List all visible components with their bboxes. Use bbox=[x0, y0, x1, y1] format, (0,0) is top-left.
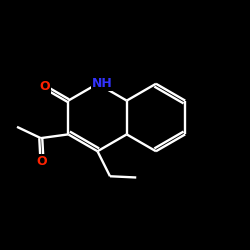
Text: NH: NH bbox=[92, 77, 112, 90]
Text: O: O bbox=[39, 80, 50, 93]
Text: O: O bbox=[37, 156, 47, 168]
